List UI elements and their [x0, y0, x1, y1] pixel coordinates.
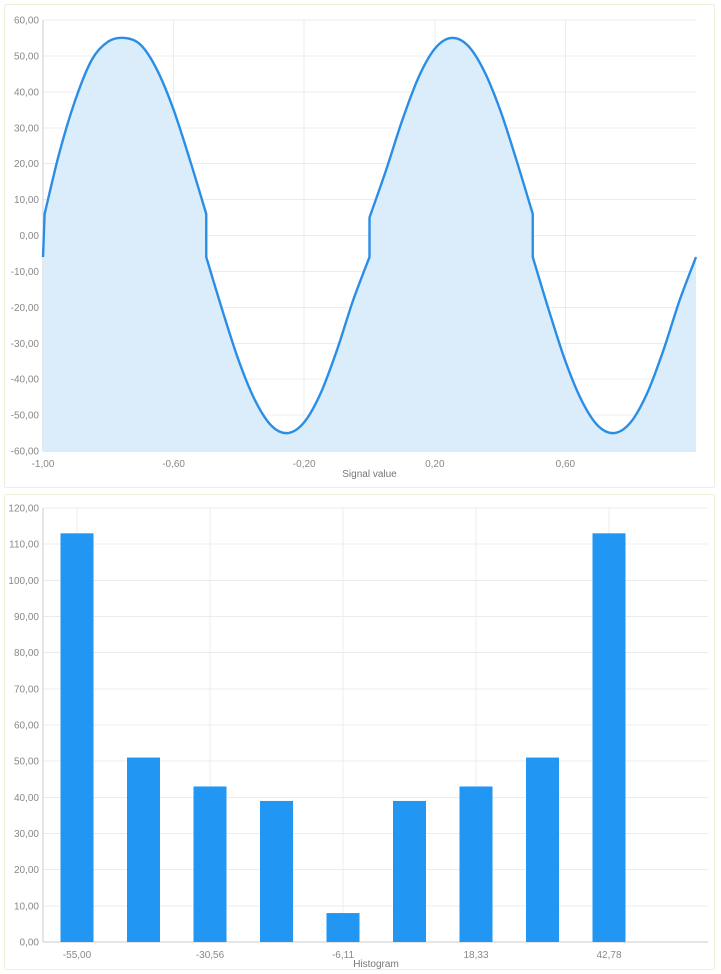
y-tick-label: 40,00: [14, 87, 39, 98]
y-tick-label: -30,00: [11, 339, 40, 350]
x-tick-label: 42,78: [596, 950, 621, 961]
y-tick-label: 20,00: [14, 159, 39, 170]
histogram-chart-panel: 0,00 10,00 20,00 30,00 40,00 50,00 60,00 70,00 8…: [4, 494, 715, 970]
y-tick-label: 10,00: [14, 901, 39, 912]
y-tick-label: 50,00: [14, 757, 39, 768]
x-axis-title: Histogram: [353, 959, 399, 970]
y-tick-label: 40,00: [14, 793, 39, 804]
y-tick-label: -40,00: [11, 375, 40, 386]
x-tick-label: 18,33: [463, 950, 488, 961]
x-tick-label: -30,56: [196, 950, 225, 961]
y-tick-label: 0,00: [20, 938, 40, 949]
signal-area-chart: -60,00 -50,00 -40,00 -30,00 -20,00 -10,00 0,00…: [11, 16, 698, 480]
x-axis-title: Signal value: [342, 469, 397, 480]
y-tick-label: 80,00: [14, 648, 39, 659]
y-tick-label: 30,00: [14, 123, 39, 134]
y-tick-label: 110,00: [9, 540, 39, 551]
signal-series-line: [41, 36, 698, 435]
y-tick-label: 90,00: [14, 612, 39, 623]
histogram-bar: [326, 913, 360, 942]
histogram-bar: [193, 786, 227, 942]
y-tick-label: -10,00: [11, 267, 40, 278]
y-tick-label: 20,00: [14, 865, 39, 876]
y-tick-label: 60,00: [14, 721, 39, 732]
histogram-bar: [127, 757, 160, 942]
histogram-bar-chart: 0,00 10,00 20,00 30,00 40,00 50,00 60,00 70,00 8…: [8, 504, 708, 970]
y-tick-label: 50,00: [14, 51, 39, 62]
y-tick-label: -20,00: [11, 303, 40, 314]
y-tick-label: 0,00: [20, 231, 40, 242]
y-tick-label: -50,00: [11, 411, 40, 422]
x-tick-label: -55,00: [63, 950, 92, 961]
y-tick-label: 100,00: [8, 576, 39, 587]
y-tick-label: -60,00: [11, 447, 40, 458]
y-tick-label: 30,00: [14, 829, 39, 840]
histogram-bar: [526, 757, 559, 942]
y-tick-label: 120,00: [8, 504, 39, 515]
histogram-bar: [393, 800, 426, 942]
y-tick-label: 60,00: [14, 16, 39, 27]
histogram-bar: [60, 533, 94, 942]
histogram-bar: [260, 800, 293, 942]
x-tick-label: 0,60: [556, 459, 576, 470]
y-tick-label: 10,00: [14, 195, 39, 206]
histogram-bar: [459, 786, 493, 942]
x-tick-label: -0,20: [293, 459, 316, 470]
x-tick-label: -1,00: [32, 459, 55, 470]
y-tick-label: 70,00: [14, 684, 39, 695]
x-tick-label: -0,60: [162, 459, 185, 470]
x-tick-label: -6,11: [332, 950, 354, 961]
histogram-bar: [592, 533, 626, 942]
signal-chart-panel: -60,00 -50,00 -40,00 -30,00 -20,00 -10,00 0,00…: [4, 4, 715, 488]
x-tick-label: 0,20: [425, 459, 445, 470]
